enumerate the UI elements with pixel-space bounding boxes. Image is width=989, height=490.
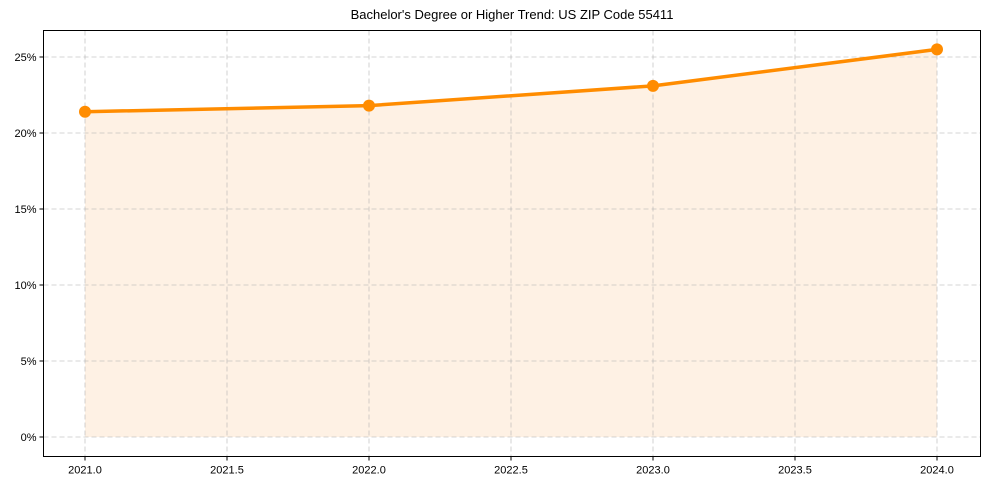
x-tick-label: 2023.0 [636, 465, 670, 477]
x-tick-label: 2024.0 [920, 465, 954, 477]
x-tick-label: 2022.0 [352, 465, 386, 477]
y-tick-label: 15% [14, 204, 36, 216]
y-tick-label: 5% [21, 356, 37, 368]
x-tick-label: 2023.5 [778, 465, 812, 477]
x-tick-label: 2021.0 [68, 465, 102, 477]
chart-title: Bachelor's Degree or Higher Trend: US ZI… [351, 7, 674, 22]
y-tick-label: 20% [14, 128, 36, 140]
data-point [363, 99, 375, 112]
y-tick-label: 10% [14, 280, 36, 292]
data-point [79, 105, 91, 118]
y-tick-label: 0% [21, 432, 37, 444]
x-tick-label: 2021.5 [210, 465, 244, 477]
data-point [931, 43, 943, 56]
y-tick-label: 25% [14, 52, 36, 64]
data-point [647, 79, 659, 92]
data-line [84, 47, 938, 114]
x-axis: 2021.0 2021.5 2022.0 2022.5 2023.0 2023.5 2024… [68, 456, 954, 477]
plot-frame [43, 30, 981, 457]
y-axis: 0% 5% 10% 15% 20% 25% [14, 52, 44, 444]
x-tick-label: 2022.5 [494, 465, 528, 477]
plot-area [43, 30, 981, 457]
